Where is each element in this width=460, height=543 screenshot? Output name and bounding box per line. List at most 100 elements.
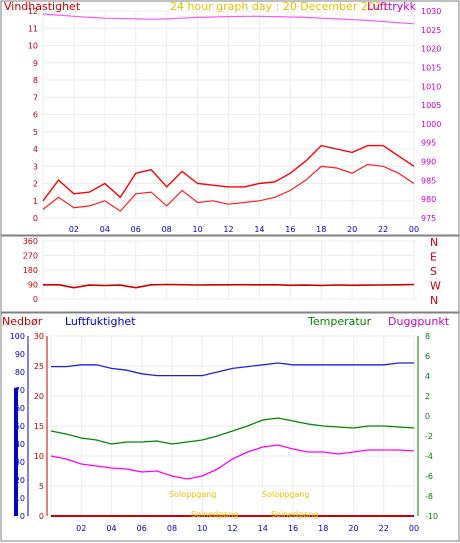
humidity-tick-label: 90	[15, 350, 25, 359]
top-x-tick-label: 02	[69, 225, 79, 234]
middle-left-tick-label: 90	[28, 281, 38, 290]
top-right-axis-label: Lufttrykk	[367, 0, 417, 13]
temperature-tick-label: -4	[425, 452, 433, 461]
top-left-tick-label: 6	[33, 111, 38, 120]
top-x-tick-label: 00	[409, 225, 419, 234]
axis-label-nedbor: Nedbør	[2, 315, 43, 328]
top-left-tick-label: 4	[33, 145, 38, 154]
sunset-label-1: Solnedgang	[191, 510, 238, 519]
rain-axis-ticks: 0 5 10 15 20 25 30	[34, 332, 44, 521]
top-gridlines	[42, 10, 415, 219]
bottom-x-tick-label: 00	[409, 524, 419, 533]
temperature-axis-ticks: -10 -8 -6 -4 -2 0 2 4 6 8	[425, 332, 438, 521]
humidity-tick-label: 80	[15, 368, 25, 377]
bottom-x-tick-label: 10	[197, 524, 207, 533]
top-left-tick-label: 11	[28, 24, 38, 33]
top-x-tick-label: 14	[254, 225, 264, 234]
top-right-tick-label: 985	[421, 176, 436, 185]
top-left-tick-label: 8	[33, 76, 38, 85]
top-x-tick-label: 06	[131, 225, 141, 234]
top-x-tick-label: 12	[223, 225, 233, 234]
series-vindkast	[42, 144, 415, 202]
middle-left-tick-label: 270	[23, 252, 38, 261]
top-left-tick-label: 3	[33, 162, 38, 171]
top-right-tick-label: 1025	[421, 26, 441, 35]
top-left-tick-label: 9	[33, 59, 38, 68]
top-left-tick-label: 10	[28, 42, 38, 51]
top-x-tick-label: 04	[100, 225, 110, 234]
humidity-tick-label: 40	[15, 440, 25, 449]
humidity-tick-label: 70	[15, 386, 25, 395]
top-x-tick-label: 16	[285, 225, 295, 234]
top-right-tick-label: 1000	[421, 120, 441, 129]
sunset-label-2: Solnedgang	[271, 510, 318, 519]
temperature-tick-label: 6	[425, 352, 430, 361]
humidity-tick-label: 0	[20, 512, 25, 521]
compass-tick-label: E	[430, 251, 437, 264]
top-x-tick-label: 22	[378, 225, 388, 234]
top-left-axis-label: Vindhastighet	[4, 0, 81, 13]
top-left-tick-label: 12	[28, 7, 38, 16]
humidity-axis-ticks: 0 10 20 30 40 50 60 70 80 90 100	[10, 332, 25, 521]
bottom-x-tick-label: 08	[167, 524, 177, 533]
top-right-tick-label: 1030	[421, 7, 441, 16]
top-x-tick-label: 18	[316, 225, 326, 234]
middle-left-tick-label: 360	[23, 237, 38, 246]
bottom-x-axis-ticks: 02 04 06 08 10 12 14 16 18 20 22 00	[76, 524, 419, 533]
rain-tick-label: 30	[34, 332, 44, 341]
temperature-tick-label: 8	[425, 332, 430, 341]
top-right-tick-label: 1005	[421, 101, 441, 110]
top-x-axis-ticks: 02 04 06 08 10 12 14 16 18 20 22 00	[69, 225, 419, 234]
top-right-axis-ticks: 975 980 985 990 995 1000 1005 1010 1015 1020 1025 1…	[421, 7, 441, 223]
top-right-tick-label: 990	[421, 158, 436, 167]
middle-left-tick-label: 180	[23, 266, 38, 275]
series-temperatur	[50, 417, 415, 445]
bottom-series	[50, 362, 415, 517]
top-left-tick-label: 1	[33, 197, 38, 206]
top-right-tick-label: 1010	[421, 82, 441, 91]
series-luftfuktighet	[51, 362, 414, 377]
humidity-tick-label: 30	[15, 458, 25, 467]
top-right-tick-label: 1015	[421, 63, 441, 72]
bottom-x-tick-label: 16	[288, 524, 298, 533]
series-vindretning	[42, 283, 415, 289]
bottom-x-tick-label: 02	[76, 524, 86, 533]
series-vindhastighet	[42, 163, 415, 212]
middle-left-axis-ticks: 0 90 180 270 360	[23, 237, 38, 304]
top-right-tick-label: 975	[421, 214, 436, 223]
bottom-x-tick-label: 04	[106, 524, 116, 533]
sunrise-label-1: Soloppgang	[169, 490, 216, 499]
top-right-tick-label: 995	[421, 139, 436, 148]
temperature-tick-label: -2	[425, 432, 433, 441]
bottom-x-tick-label: 20	[348, 524, 358, 533]
top-left-tick-label: 2	[33, 180, 38, 189]
top-chart-title: 24 hour graph day : 20 December 2021	[170, 0, 389, 13]
series-duggpunkt	[50, 444, 415, 480]
compass-tick-label: W	[430, 280, 441, 293]
temperature-tick-label: -10	[425, 512, 438, 521]
top-left-tick-label: 0	[33, 214, 38, 223]
top-x-tick-label: 10	[192, 225, 202, 234]
humidity-axis-bar	[14, 388, 18, 516]
middle-series	[42, 283, 415, 289]
humidity-tick-label: 20	[15, 476, 25, 485]
compass-tick-label: S	[430, 265, 437, 278]
rain-tick-label: 0	[39, 512, 44, 521]
top-left-tick-label: 7	[33, 93, 38, 102]
top-left-tick-label: 5	[33, 128, 38, 137]
rain-tick-label: 15	[34, 422, 44, 431]
rain-tick-label: 25	[34, 362, 44, 371]
compass-tick-label: N	[430, 294, 438, 307]
bottom-x-tick-label: 22	[379, 524, 389, 533]
top-series	[42, 13, 415, 212]
bottom-x-tick-label: 14	[258, 524, 268, 533]
temperature-tick-label: 0	[425, 412, 430, 421]
bottom-x-tick-label: 12	[227, 524, 237, 533]
temperature-tick-label: -8	[425, 492, 433, 501]
rain-tick-label: 5	[39, 482, 44, 491]
series-lufttrykk	[42, 13, 415, 25]
